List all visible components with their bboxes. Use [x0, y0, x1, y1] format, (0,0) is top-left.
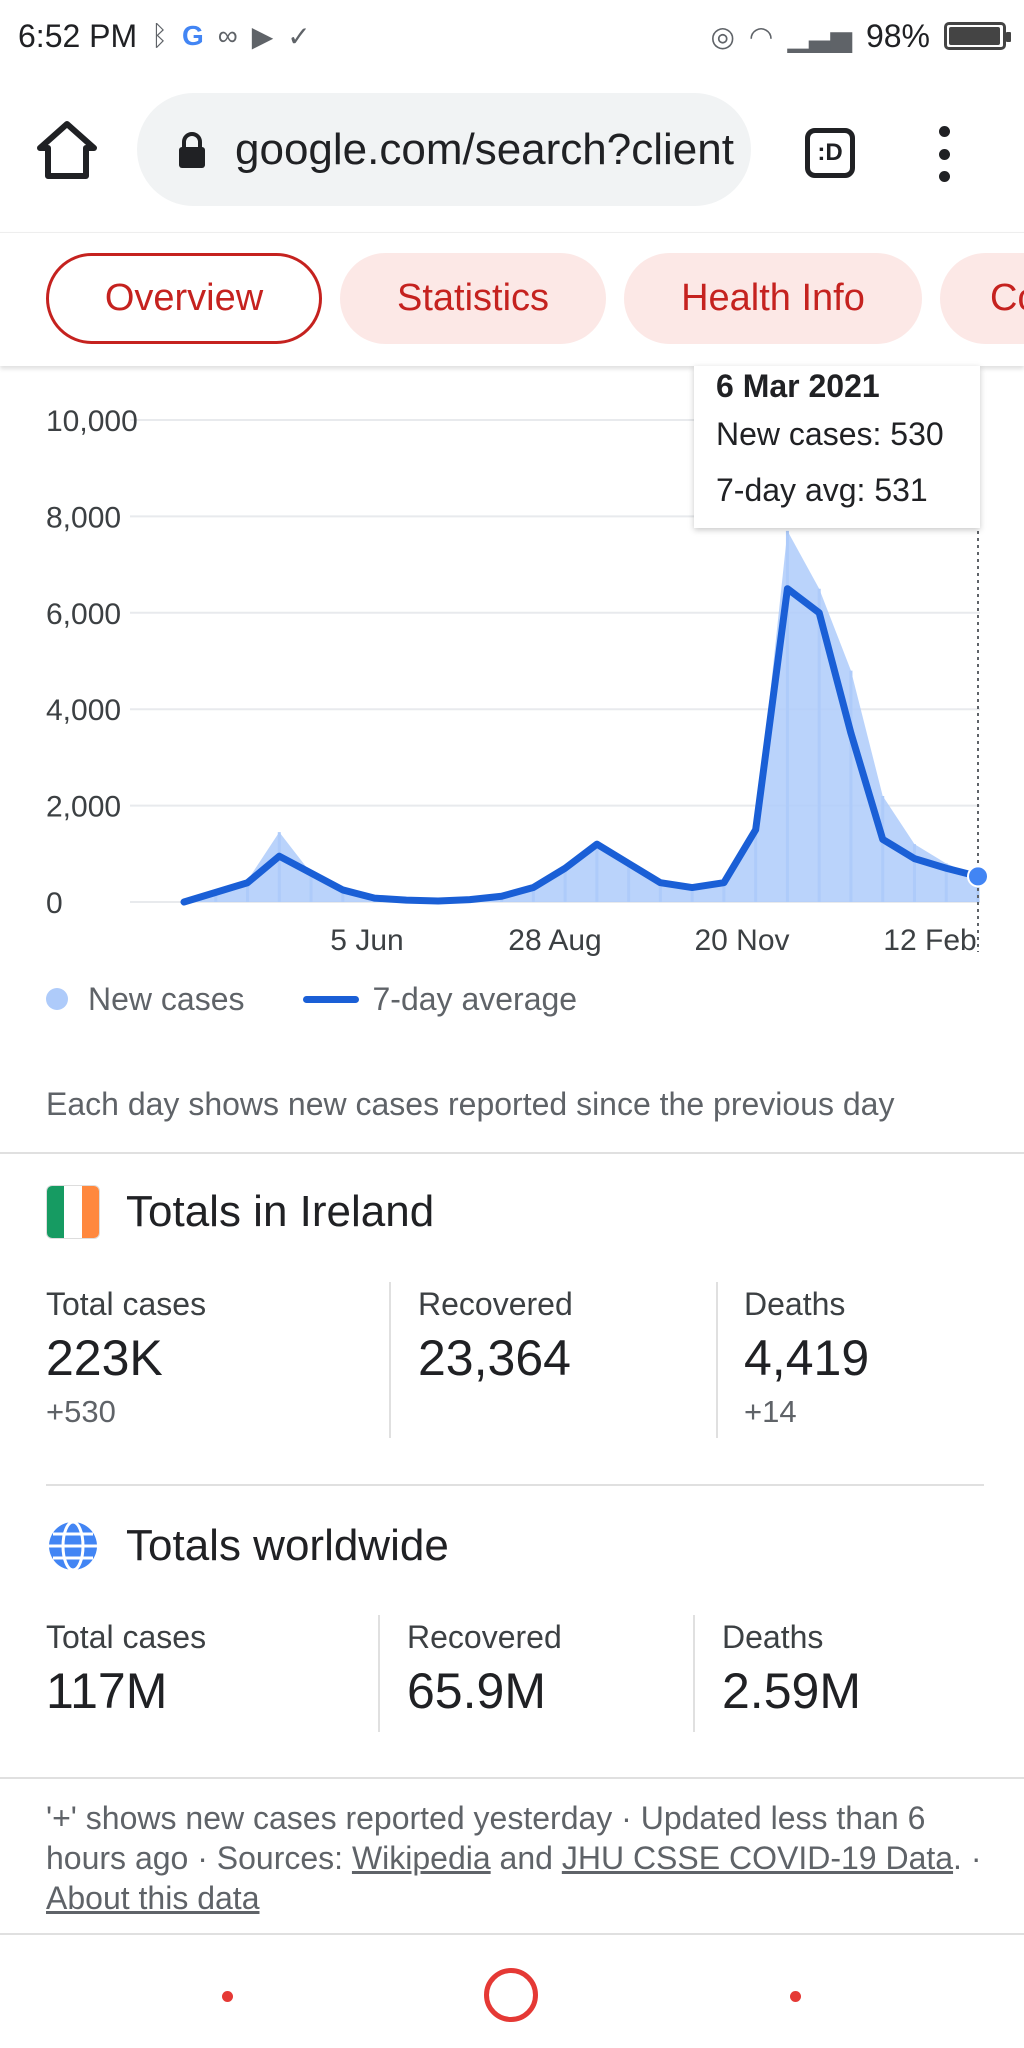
lock-icon — [179, 131, 205, 168]
recents-button[interactable] — [790, 1991, 801, 2002]
chart-legend: New cases 7-day average — [46, 976, 577, 1022]
stat-value: 23,364 — [418, 1330, 571, 1386]
y-tick-label: 4,000 — [46, 694, 121, 727]
stat-label: Recovered — [418, 1286, 573, 1322]
home-icon[interactable] — [36, 120, 98, 180]
voicemail-icon: ∞ — [217, 20, 238, 51]
ireland-deaths: Deaths 4,419 +14 — [744, 1284, 869, 1432]
youtube-icon: ▶ — [251, 20, 274, 52]
ireland-section-title: Totals in Ireland — [46, 1183, 434, 1241]
stat-separator — [693, 1615, 695, 1732]
home-button[interactable] — [484, 1968, 538, 2022]
y-tick-label: 8,000 — [46, 501, 121, 534]
worldwide-recovered: Recovered 65.9M — [407, 1617, 562, 1725]
status-right: ◎ ◠ ▁▃▅ 98% — [710, 17, 1011, 55]
stat-value: 2.59M — [722, 1663, 861, 1719]
stat-delta: +14 — [744, 1394, 797, 1429]
legend-avg: 7-day average — [372, 980, 578, 1017]
worldwide-section-title: Totals worldwide — [46, 1517, 449, 1575]
ireland-title: Totals in Ireland — [126, 1187, 435, 1236]
legend-new-cases: New cases — [88, 980, 245, 1017]
tab-statistics[interactable]: Statistics — [340, 253, 606, 344]
url-text[interactable]: google.com/search?client — [235, 124, 734, 174]
avg-legend-swatch — [302, 995, 359, 1003]
y-tick-label: 0 — [46, 887, 63, 920]
tab-health-info[interactable]: Health Info — [624, 253, 922, 344]
status-left: 6:52 PM ᛒ G ∞ ▶ ✓ — [18, 18, 311, 55]
stat-value: 4,419 — [744, 1330, 870, 1386]
worldwide-total-cases: Total cases 117M — [46, 1617, 206, 1725]
divider — [0, 1777, 1024, 1779]
system-nav-bar — [0, 1936, 1024, 2048]
menu-icon[interactable] — [932, 126, 956, 182]
battery-fill — [949, 27, 1000, 45]
divider — [46, 1484, 984, 1486]
stat-delta: +530 — [46, 1394, 116, 1429]
stat-value: 117M — [46, 1663, 168, 1719]
battery-percent: 98% — [865, 17, 930, 54]
selected-point — [967, 865, 989, 888]
jhu-link[interactable]: JHU CSSE COVID-19 Data — [561, 1840, 954, 1876]
cases-chart[interactable]: 0 2,000 4,000 6,000 8,000 10,000 5 Jun 28 Aug 20… — [0, 370, 1024, 970]
tab-overview[interactable]: Overview — [46, 253, 322, 344]
location-icon: ◎ — [710, 20, 735, 52]
bluetooth-icon: ᛒ — [151, 20, 168, 51]
new-cases-bars — [184, 530, 978, 902]
wifi-icon: ◠ — [748, 20, 774, 52]
divider — [0, 1152, 1024, 1154]
tab-switcher-button[interactable]: :D — [805, 128, 855, 178]
back-button[interactable] — [222, 1991, 233, 2002]
stat-label: Recovered — [407, 1619, 562, 1655]
battery-icon — [944, 22, 1011, 50]
worldwide-title: Totals worldwide — [126, 1521, 449, 1570]
google-icon: G — [181, 20, 204, 51]
stat-separator — [378, 1615, 380, 1732]
stat-label: Total cases — [46, 1619, 207, 1655]
sources-footer: '+' shows new cases reported yesterday ·… — [46, 1798, 986, 1918]
avg-line — [180, 585, 982, 906]
y-tick-label: 10,000 — [46, 405, 138, 438]
worldwide-deaths: Deaths 2.59M — [722, 1617, 861, 1725]
tab-chips: Overview Statistics Health Info Co — [0, 232, 1024, 366]
new-cases-legend-swatch — [46, 988, 68, 1010]
ireland-flag-icon — [46, 1185, 100, 1239]
footer-text-1: '+' shows new cases reported yesterday ·… — [46, 1800, 926, 1876]
about-data-link[interactable]: About this data — [46, 1880, 260, 1916]
status-time: 6:52 PM — [18, 17, 138, 54]
stat-label: Deaths — [744, 1286, 846, 1322]
tooltip-avg: 7-day avg: 531 — [716, 472, 928, 508]
x-tick-label: 28 Aug — [508, 924, 601, 957]
stat-label: Total cases — [46, 1286, 207, 1322]
tooltip-date: 6 Mar 2021 — [716, 368, 880, 404]
chart-note: Each day shows new cases reported since … — [46, 1086, 895, 1122]
url-bar[interactable]: google.com/search?client — [137, 93, 751, 206]
x-tick-label: 12 Feb — [883, 924, 976, 957]
signal-icon: ▁▃▅ — [787, 20, 852, 52]
chart-svg: 0 2,000 4,000 6,000 8,000 10,000 5 Jun 28 Aug 20… — [46, 370, 989, 957]
ireland-recovered: Recovered 23,364 — [418, 1284, 573, 1392]
footer-text-3: . · — [953, 1840, 982, 1876]
browser-toolbar: google.com/search?client :D — [0, 90, 1024, 210]
y-tick-label: 6,000 — [46, 598, 121, 631]
chart-tooltip: 6 Mar 2021 New cases: 530 7-day avg: 531 — [694, 366, 980, 528]
status-bar: 6:52 PM ᛒ G ∞ ▶ ✓ ◎ ◠ ▁▃▅ 98% — [0, 0, 1024, 72]
globe-icon — [49, 1520, 97, 1572]
tooltip-new-cases: New cases: 530 — [716, 416, 944, 452]
footer-text-2: and — [490, 1840, 562, 1876]
tab-more[interactable]: Co — [940, 253, 1024, 344]
check-icon: ✓ — [287, 20, 311, 52]
x-tick-label: 20 Nov — [694, 924, 789, 957]
stat-value: 223K — [46, 1330, 163, 1386]
y-tick-label: 2,000 — [46, 791, 121, 824]
stat-separator — [389, 1282, 391, 1438]
ireland-total-cases: Total cases 223K +530 — [46, 1284, 206, 1432]
stat-separator — [716, 1282, 718, 1438]
stat-label: Deaths — [722, 1619, 824, 1655]
wikipedia-link[interactable]: Wikipedia — [351, 1840, 491, 1876]
divider — [0, 1933, 1024, 1935]
x-tick-label: 5 Jun — [330, 924, 403, 957]
stat-value: 65.9M — [407, 1663, 546, 1719]
